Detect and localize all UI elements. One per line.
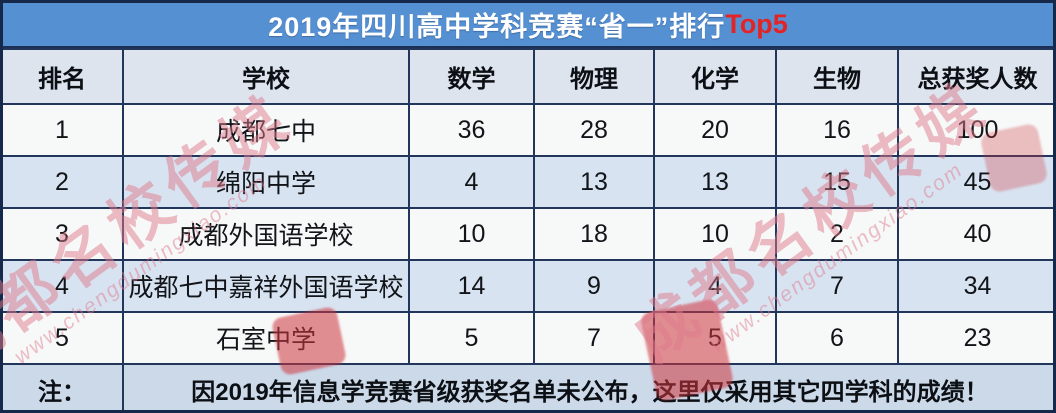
cell-chemistry: 5 [653,311,777,365]
cell-biology: 6 [775,311,899,365]
table-row: 1 成都七中 36 28 20 16 100 [0,103,1056,157]
page-title: 2019年四川高中学科竞赛“省一”排行 [268,12,726,42]
note-row: 注： 因2019年信息学竞赛省级获奖名单未公布，这里仅采用其它四学科的成绩！ [0,363,1056,413]
cell-physics: 13 [533,155,655,209]
table-row: 4 成都七中嘉祥外国语学校 14 9 4 7 34 [0,259,1056,313]
header-rank: 排名 [0,48,124,105]
cell-total: 45 [897,155,1056,209]
table-header-row: 排名 学校 数学 物理 化学 生物 总获奖人数 [0,48,1056,105]
cell-total: 23 [897,311,1056,365]
table-row: 5 石室中学 5 7 5 6 23 [0,311,1056,365]
cell-math: 5 [408,311,535,365]
cell-school: 成都七中嘉祥外国语学校 [122,259,410,313]
title-banner: 2019年四川高中学科竞赛“省一”排行 Top5 [0,0,1056,48]
note-text: 因2019年信息学竞赛省级获奖名单未公布，这里仅采用其它四学科的成绩！ [122,363,1056,413]
cell-school: 成都外国语学校 [122,207,410,261]
cell-total: 100 [897,103,1056,157]
cell-rank: 1 [0,103,124,157]
cell-rank: 4 [0,259,124,313]
cell-rank: 5 [0,311,124,365]
header-math: 数学 [408,48,535,105]
cell-total: 40 [897,207,1056,261]
table-row: 2 绵阳中学 4 13 13 15 45 [0,155,1056,209]
cell-chemistry: 10 [653,207,777,261]
header-biology: 生物 [775,48,899,105]
header-total: 总获奖人数 [897,48,1056,105]
cell-biology: 7 [775,259,899,313]
cell-math: 4 [408,155,535,209]
cell-school: 绵阳中学 [122,155,410,209]
cell-physics: 9 [533,259,655,313]
cell-physics: 7 [533,311,655,365]
cell-total: 34 [897,259,1056,313]
cell-school: 成都七中 [122,103,410,157]
cell-math: 10 [408,207,535,261]
cell-physics: 28 [533,103,655,157]
cell-chemistry: 20 [653,103,777,157]
table-row: 3 成都外国语学校 10 18 10 2 40 [0,207,1056,261]
cell-math: 14 [408,259,535,313]
header-physics: 物理 [533,48,655,105]
cell-biology: 16 [775,103,899,157]
title-top5-highlight: Top5 [725,9,788,39]
note-label: 注： [0,363,124,413]
header-chemistry: 化学 [653,48,777,105]
cell-chemistry: 13 [653,155,777,209]
ranking-table: 排名 学校 数学 物理 化学 生物 总获奖人数 1 成都七中 36 28 20 … [0,48,1056,413]
cell-chemistry: 4 [653,259,777,313]
cell-rank: 2 [0,155,124,209]
cell-rank: 3 [0,207,124,261]
cell-biology: 2 [775,207,899,261]
header-school: 学校 [122,48,410,105]
cell-school: 石室中学 [122,311,410,365]
cell-biology: 15 [775,155,899,209]
cell-physics: 18 [533,207,655,261]
cell-math: 36 [408,103,535,157]
